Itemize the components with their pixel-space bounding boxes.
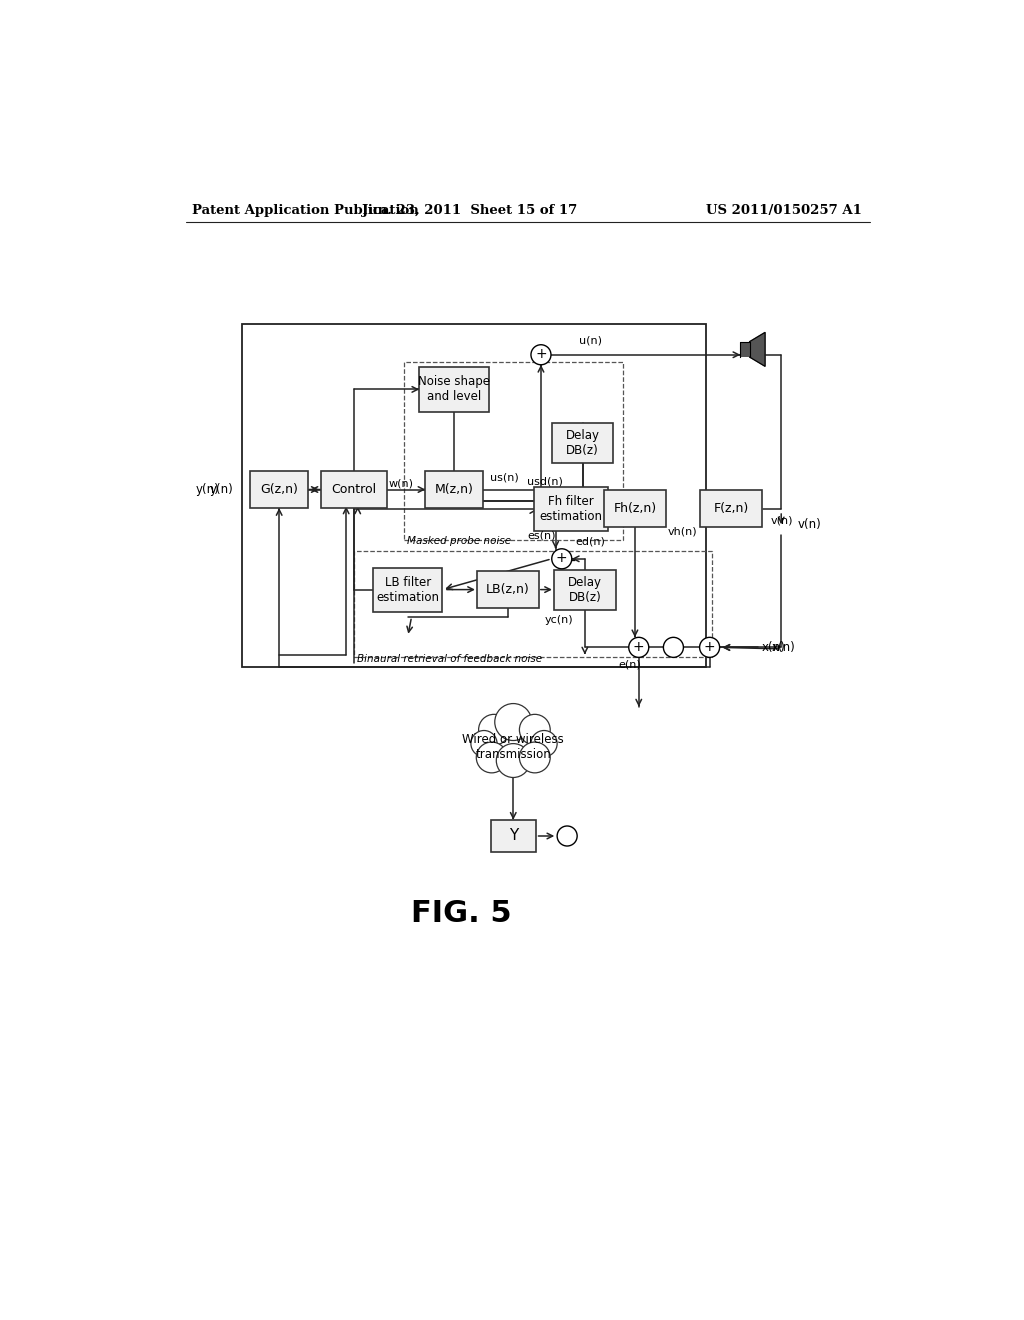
Circle shape <box>497 743 530 777</box>
Circle shape <box>476 742 507 774</box>
Text: x(n): x(n) <box>762 640 785 653</box>
Text: e(n): e(n) <box>618 659 641 669</box>
Circle shape <box>664 638 683 657</box>
FancyBboxPatch shape <box>250 471 308 508</box>
Text: Delay
DB(z): Delay DB(z) <box>565 429 599 457</box>
Text: Delay
DB(z): Delay DB(z) <box>568 576 602 603</box>
Text: M(z,n): M(z,n) <box>434 483 473 496</box>
Text: y(n): y(n) <box>197 483 220 496</box>
Text: Y: Y <box>509 829 518 843</box>
Text: +: + <box>556 550 567 565</box>
FancyBboxPatch shape <box>554 570 615 610</box>
Text: Noise shape
and level: Noise shape and level <box>418 375 489 404</box>
Circle shape <box>552 549 571 569</box>
Text: Wired or wireless
transmission: Wired or wireless transmission <box>463 734 564 762</box>
Text: Control: Control <box>332 483 377 496</box>
FancyBboxPatch shape <box>740 342 750 358</box>
Text: ed(n): ed(n) <box>575 537 605 546</box>
Text: es(n): es(n) <box>527 531 556 541</box>
Circle shape <box>531 345 551 364</box>
Text: +: + <box>703 640 716 653</box>
Text: vh(n): vh(n) <box>668 527 697 537</box>
Text: v(n): v(n) <box>770 515 793 525</box>
Circle shape <box>478 714 509 744</box>
Text: Jun. 23, 2011  Sheet 15 of 17: Jun. 23, 2011 Sheet 15 of 17 <box>361 205 577 218</box>
Text: x(n): x(n) <box>771 640 795 653</box>
FancyBboxPatch shape <box>490 820 536 853</box>
Text: u(n): u(n) <box>580 335 602 346</box>
FancyBboxPatch shape <box>477 572 539 609</box>
Circle shape <box>471 730 497 756</box>
FancyBboxPatch shape <box>373 568 442 611</box>
FancyBboxPatch shape <box>425 471 483 508</box>
Circle shape <box>699 638 720 657</box>
Text: Binaural retrieval of feedback noise: Binaural retrieval of feedback noise <box>357 653 542 664</box>
Text: v(n): v(n) <box>798 517 822 531</box>
Polygon shape <box>750 333 765 367</box>
Text: usd(n): usd(n) <box>527 477 563 487</box>
Text: w(n): w(n) <box>389 478 414 488</box>
Text: G(z,n): G(z,n) <box>260 483 298 496</box>
Circle shape <box>629 638 649 657</box>
Text: y(n): y(n) <box>210 483 233 496</box>
Text: +: + <box>536 347 547 360</box>
Text: +: + <box>633 640 644 653</box>
FancyBboxPatch shape <box>700 490 762 527</box>
Text: Masked probe noise: Masked probe noise <box>407 536 511 545</box>
Text: LB filter
estimation: LB filter estimation <box>376 576 439 603</box>
FancyBboxPatch shape <box>322 471 387 508</box>
Circle shape <box>557 826 578 846</box>
FancyBboxPatch shape <box>604 490 666 527</box>
FancyBboxPatch shape <box>535 487 607 531</box>
Text: us(n): us(n) <box>490 473 519 483</box>
Text: yc(n): yc(n) <box>545 615 573 626</box>
Text: US 2011/0150257 A1: US 2011/0150257 A1 <box>707 205 862 218</box>
Text: Fh filter
estimation: Fh filter estimation <box>540 495 602 523</box>
Text: FIG. 5: FIG. 5 <box>412 899 512 928</box>
Circle shape <box>495 704 531 741</box>
FancyBboxPatch shape <box>419 367 488 412</box>
FancyBboxPatch shape <box>552 424 613 463</box>
Text: Fh(z,n): Fh(z,n) <box>613 502 656 515</box>
Circle shape <box>531 730 557 756</box>
Text: LB(z,n): LB(z,n) <box>486 583 529 597</box>
Text: -: - <box>570 554 575 569</box>
Text: Patent Application Publication: Patent Application Publication <box>193 205 419 218</box>
Text: F(z,n): F(z,n) <box>714 502 749 515</box>
Circle shape <box>519 742 550 774</box>
FancyBboxPatch shape <box>243 323 706 667</box>
Circle shape <box>519 714 550 744</box>
